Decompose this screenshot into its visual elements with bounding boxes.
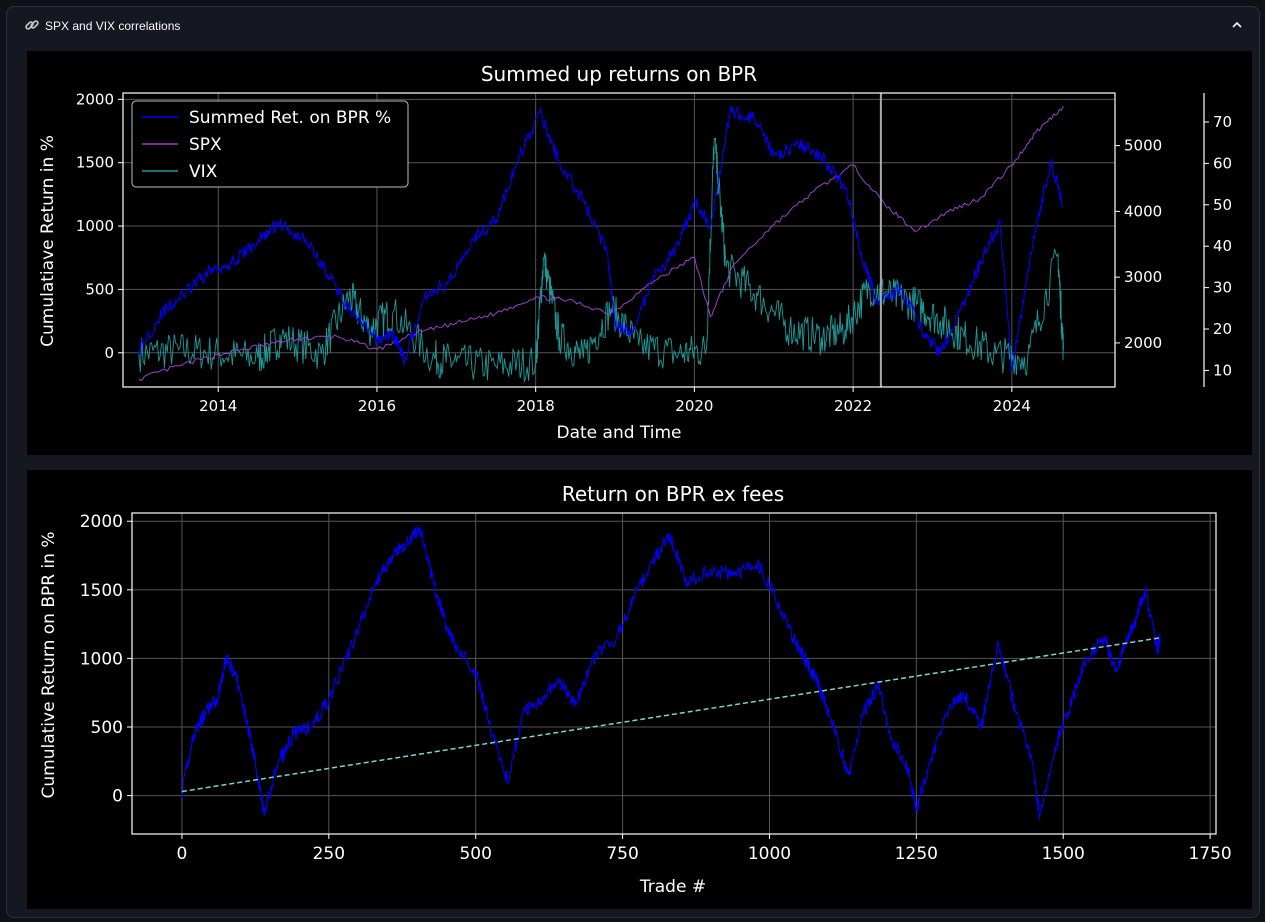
y-tick-label: 1000: [76, 217, 114, 235]
series-line-vix: [138, 137, 1064, 383]
return-ex-fees-figure: Return on BPR ex fees Trade # Cumulative…: [27, 470, 1252, 909]
y3-tick-label: 40: [1213, 237, 1232, 255]
chart-title: Summed up returns on BPR: [481, 62, 757, 86]
x-tick-label: 2016: [358, 397, 396, 415]
y-tick-label: 500: [85, 280, 114, 298]
y-tick-label: 2000: [80, 512, 123, 532]
tick-labels: 0 250 500 750 1000 1250 1500 1750 0 500 1000 1500 20…: [80, 512, 1232, 864]
x-axis-label: Trade #: [639, 877, 706, 897]
y3-tick-label: 30: [1213, 279, 1232, 297]
series-line-spx: [138, 105, 1064, 382]
plot-frame: [131, 512, 1217, 835]
axes: [118, 92, 1209, 392]
y3-tick-label: 50: [1213, 196, 1232, 214]
legend-label-vix: VIX: [189, 162, 218, 182]
legend-label-spx: SPX: [189, 135, 222, 155]
x-tick-label: 2014: [199, 397, 237, 415]
trend-line: [181, 637, 1161, 793]
x-tick-label: 2024: [993, 397, 1031, 415]
y-tick-label: 2000: [76, 90, 114, 108]
chevron-up-icon[interactable]: [1227, 15, 1247, 35]
y-tick-label: 0: [112, 787, 123, 807]
series-lines: [181, 525, 1161, 820]
x-tick-label: 1750: [1188, 844, 1231, 864]
x-tick-label: 250: [313, 844, 345, 864]
y-tick-label: 1000: [80, 649, 123, 669]
x-tick-label: 750: [606, 844, 638, 864]
y3-tick-label: 70: [1213, 113, 1232, 131]
y2-tick-label: 3000: [1124, 268, 1162, 286]
return-ex-fees-chart: Return on BPR ex fees Trade # Cumulative…: [39, 482, 1232, 897]
y2-tick-label: 4000: [1124, 202, 1162, 220]
tick-labels: 2014 2016 2018 2020 2022 2024 0 500 1000 1500 2000…: [76, 90, 1232, 415]
series-lines: [138, 93, 1064, 387]
x-tick-label: 2020: [675, 397, 713, 415]
x-tick-label: 0: [177, 844, 188, 864]
y-axis-label: Cumulatiave Return in %: [38, 135, 58, 347]
y-tick-label: 1500: [80, 581, 123, 601]
x-tick-label: 2022: [834, 397, 872, 415]
x-tick-label: 500: [459, 844, 491, 864]
summed-returns-figure: Summed up returns on BPR Date and Time C…: [27, 51, 1252, 455]
y-tick-label: 1500: [76, 154, 114, 172]
y3-tick-label: 20: [1213, 320, 1232, 338]
y-tick-label: 0: [104, 344, 114, 362]
link-icon: [25, 20, 39, 30]
y3-tick-label: 10: [1213, 361, 1232, 379]
x-axis-label: Date and Time: [556, 423, 681, 443]
y-axis-label: Cumulative Return on BPR in %: [39, 531, 59, 798]
expander-header[interactable]: SPX and VIX correlations: [7, 7, 1259, 43]
axes: [127, 512, 1217, 839]
y3-tick-label: 60: [1213, 154, 1232, 172]
x-tick-label: 1250: [895, 844, 938, 864]
legend-label-bpr: Summed Ret. on BPR %: [189, 108, 391, 128]
chart-title: Return on BPR ex fees: [562, 482, 784, 506]
x-tick-label: 1500: [1042, 844, 1085, 864]
summed-returns-chart: Summed up returns on BPR Date and Time C…: [38, 62, 1232, 443]
series-line-return: [181, 525, 1161, 820]
y-tick-label: 500: [91, 718, 123, 738]
x-tick-label: 2018: [517, 397, 555, 415]
y2-tick-label: 5000: [1124, 137, 1162, 155]
expander-panel: SPX and VIX correlations Summed up retur…: [6, 6, 1260, 918]
expander-title: SPX and VIX correlations: [45, 19, 181, 33]
x-tick-label: 1000: [748, 844, 791, 864]
plot-frame: [122, 92, 1116, 388]
grid-lines: [132, 513, 1216, 834]
legend: Summed Ret. on BPR % SPX VIX: [131, 100, 409, 188]
y2-tick-label: 2000: [1124, 334, 1162, 352]
series-line-bpr: [138, 105, 1064, 372]
grid-lines: [123, 93, 1115, 387]
